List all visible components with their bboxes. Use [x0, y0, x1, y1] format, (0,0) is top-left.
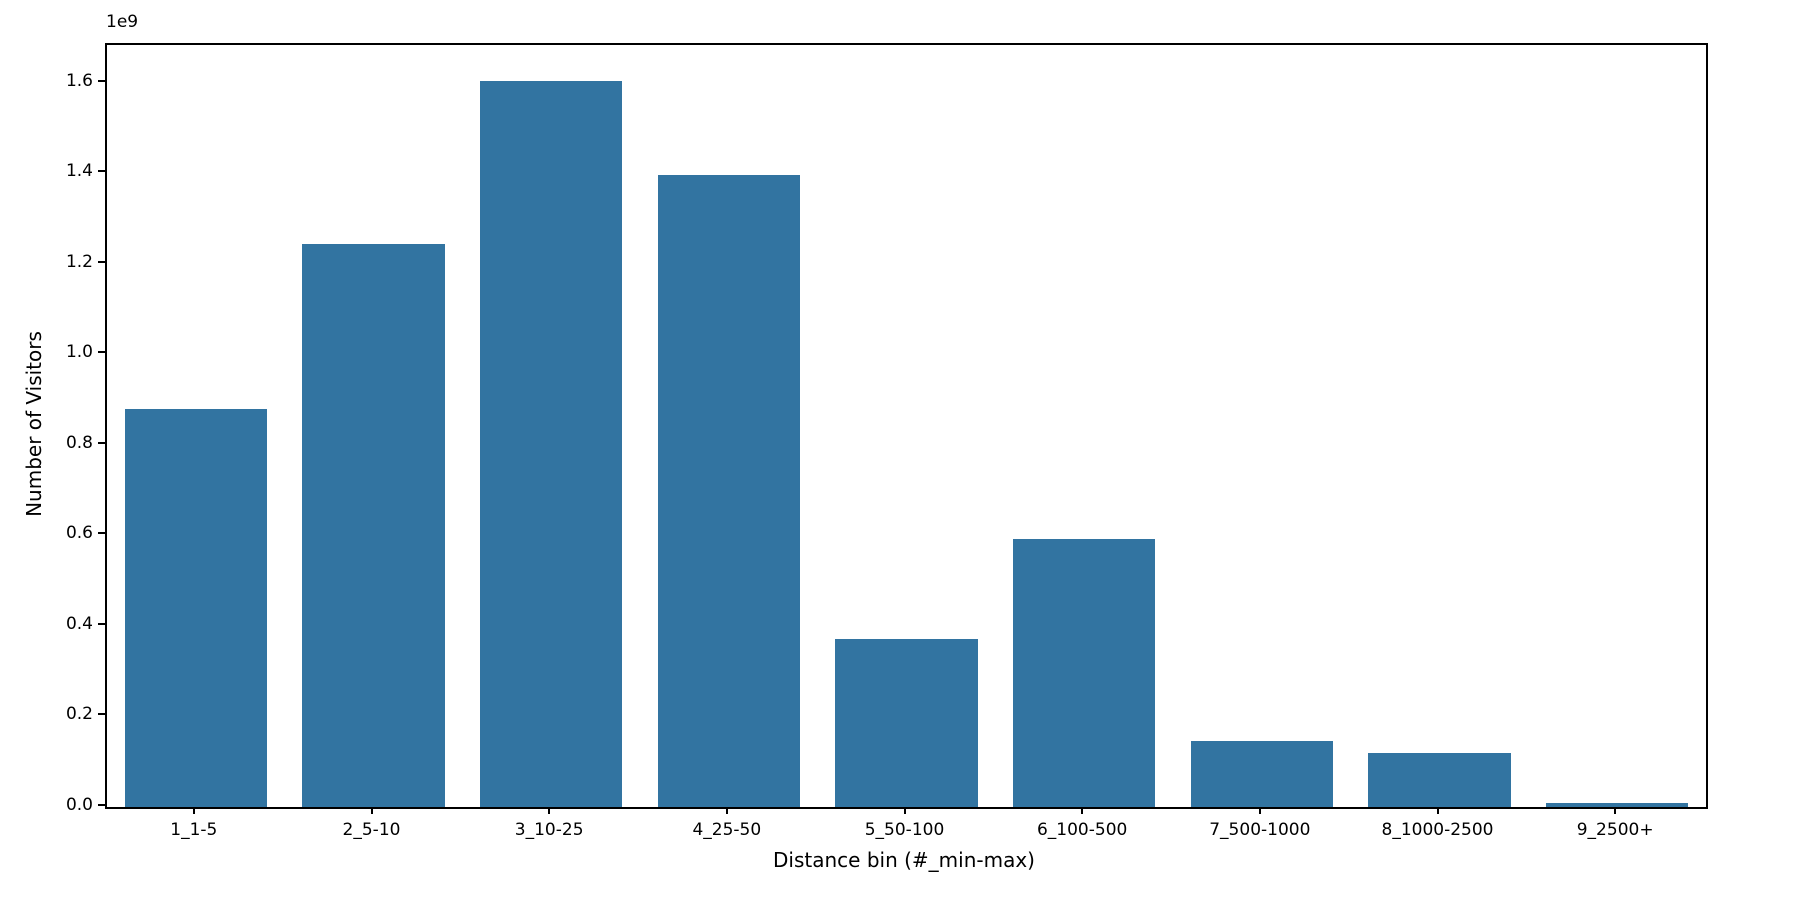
- y-tick-mark: [98, 804, 105, 806]
- bar-7_500-1000: [1190, 741, 1333, 807]
- y-tick-mark: [98, 622, 105, 625]
- y-tick-mark: [98, 170, 105, 173]
- y-tick-label: 0.2: [65, 704, 93, 725]
- y-tick-mark: [98, 351, 105, 354]
- x-tick-mark: [1614, 807, 1617, 814]
- x-tick-mark: [548, 807, 551, 814]
- y-tick-label: 0.4: [65, 613, 93, 634]
- y-tick-mark: [98, 441, 105, 444]
- x-tick-label: 6_100-500: [1036, 820, 1128, 840]
- y-tick-label: 1.4: [65, 161, 93, 182]
- x-tick-label: 9_2500+: [1576, 820, 1654, 840]
- bar-8_1000-2500: [1368, 753, 1511, 807]
- y-tick-mark: [98, 79, 105, 82]
- y-tick-label: 0.6: [65, 523, 93, 544]
- x-tick-label: 2_5-10: [342, 820, 401, 840]
- y-tick-label: 1.0: [65, 342, 93, 363]
- bar-6_100-500: [1013, 538, 1156, 807]
- x-tick-label: 7_500-1000: [1209, 820, 1311, 840]
- bar-9_2500+: [1546, 802, 1689, 807]
- x-tick-mark: [903, 807, 906, 814]
- x-tick-label: 4_25-50: [692, 820, 762, 840]
- x-tick-mark: [725, 807, 728, 814]
- x-tick-label: 8_1000-2500: [1381, 820, 1494, 840]
- x-tick-label: 3_10-25: [514, 820, 584, 840]
- x-axis-label: Distance bin (#_min-max): [773, 848, 1035, 872]
- bar-2_5-10: [302, 244, 445, 807]
- x-tick-mark: [1436, 807, 1439, 814]
- y-axis-offset-label: 1e9: [106, 12, 139, 32]
- y-tick-label: 1.2: [65, 251, 93, 272]
- bar-3_10-25: [480, 81, 623, 807]
- y-tick-mark: [98, 713, 105, 716]
- y-tick-mark: [98, 260, 105, 263]
- x-tick-mark: [1081, 807, 1084, 814]
- x-tick-label: 5_50-100: [864, 820, 945, 840]
- bar-1_1-5: [124, 409, 267, 807]
- bar-5_50-100: [835, 639, 978, 807]
- x-tick-mark: [192, 807, 195, 814]
- x-tick-label: 1_1-5: [170, 820, 218, 840]
- y-tick-mark: [98, 532, 105, 535]
- x-tick-mark: [1258, 807, 1261, 814]
- y-tick-label: 0.0: [65, 795, 93, 815]
- plot-area: [105, 43, 1708, 809]
- y-tick-label: 1.6: [65, 70, 93, 91]
- x-tick-mark: [370, 807, 373, 814]
- y-tick-label: 0.8: [65, 432, 93, 453]
- bar-4_25-50: [657, 174, 800, 807]
